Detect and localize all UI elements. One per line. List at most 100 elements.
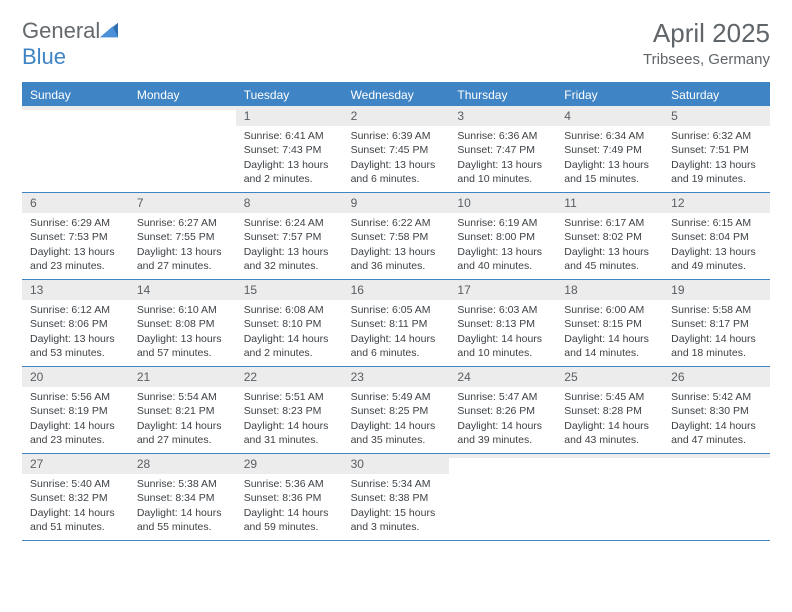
day-number: 22 xyxy=(236,367,343,387)
day-cell: 26Sunrise: 5:42 AMSunset: 8:30 PMDayligh… xyxy=(663,367,770,453)
day-body: Sunrise: 6:00 AMSunset: 8:15 PMDaylight:… xyxy=(556,300,663,365)
week-row: 27Sunrise: 5:40 AMSunset: 8:32 PMDayligh… xyxy=(22,454,770,541)
week-row: 13Sunrise: 6:12 AMSunset: 8:06 PMDayligh… xyxy=(22,280,770,367)
sunrise-text: Sunrise: 6:15 AM xyxy=(671,216,762,230)
day-number: 14 xyxy=(129,280,236,300)
day-cell xyxy=(663,454,770,540)
sunset-text: Sunset: 7:43 PM xyxy=(244,143,335,157)
day-body: Sunrise: 6:41 AMSunset: 7:43 PMDaylight:… xyxy=(236,126,343,191)
day-cell: 6Sunrise: 6:29 AMSunset: 7:53 PMDaylight… xyxy=(22,193,129,279)
day-number: 4 xyxy=(556,106,663,126)
header: General Blue April 2025 Tribsees, German… xyxy=(22,18,770,70)
day-cell: 7Sunrise: 6:27 AMSunset: 7:55 PMDaylight… xyxy=(129,193,236,279)
sunset-text: Sunset: 8:34 PM xyxy=(137,491,228,505)
daylight-text: Daylight: 14 hours and 31 minutes. xyxy=(244,419,335,447)
sunrise-text: Sunrise: 6:17 AM xyxy=(564,216,655,230)
sunrise-text: Sunrise: 5:54 AM xyxy=(137,390,228,404)
day-body: Sunrise: 6:32 AMSunset: 7:51 PMDaylight:… xyxy=(663,126,770,191)
day-number: 5 xyxy=(663,106,770,126)
day-body: Sunrise: 5:36 AMSunset: 8:36 PMDaylight:… xyxy=(236,474,343,539)
day-number: 2 xyxy=(343,106,450,126)
day-body: Sunrise: 6:27 AMSunset: 7:55 PMDaylight:… xyxy=(129,213,236,278)
sunrise-text: Sunrise: 6:05 AM xyxy=(351,303,442,317)
day-body: Sunrise: 6:05 AMSunset: 8:11 PMDaylight:… xyxy=(343,300,450,365)
daylight-text: Daylight: 13 hours and 45 minutes. xyxy=(564,245,655,273)
day-number: 20 xyxy=(22,367,129,387)
day-number: 3 xyxy=(449,106,556,126)
daylight-text: Daylight: 13 hours and 19 minutes. xyxy=(671,158,762,186)
day-body: Sunrise: 5:42 AMSunset: 8:30 PMDaylight:… xyxy=(663,387,770,452)
day-cell: 13Sunrise: 6:12 AMSunset: 8:06 PMDayligh… xyxy=(22,280,129,366)
sunrise-text: Sunrise: 5:36 AM xyxy=(244,477,335,491)
sunset-text: Sunset: 8:25 PM xyxy=(351,404,442,418)
day-body: Sunrise: 5:56 AMSunset: 8:19 PMDaylight:… xyxy=(22,387,129,452)
day-cell xyxy=(556,454,663,540)
sunset-text: Sunset: 8:06 PM xyxy=(30,317,121,331)
brand-part2: Blue xyxy=(22,44,66,69)
logo-triangle-icon xyxy=(100,22,118,38)
daylight-text: Daylight: 13 hours and 2 minutes. xyxy=(244,158,335,186)
day-number: 13 xyxy=(22,280,129,300)
day-cell: 22Sunrise: 5:51 AMSunset: 8:23 PMDayligh… xyxy=(236,367,343,453)
week-row: 20Sunrise: 5:56 AMSunset: 8:19 PMDayligh… xyxy=(22,367,770,454)
sunset-text: Sunset: 7:57 PM xyxy=(244,230,335,244)
sunset-text: Sunset: 8:13 PM xyxy=(457,317,548,331)
sunrise-text: Sunrise: 5:34 AM xyxy=(351,477,442,491)
daylight-text: Daylight: 14 hours and 39 minutes. xyxy=(457,419,548,447)
day-number: 24 xyxy=(449,367,556,387)
day-cell: 2Sunrise: 6:39 AMSunset: 7:45 PMDaylight… xyxy=(343,106,450,192)
sunset-text: Sunset: 8:10 PM xyxy=(244,317,335,331)
day-body: Sunrise: 6:22 AMSunset: 7:58 PMDaylight:… xyxy=(343,213,450,278)
sunrise-text: Sunrise: 6:19 AM xyxy=(457,216,548,230)
day-body xyxy=(449,458,556,518)
sunrise-text: Sunrise: 5:45 AM xyxy=(564,390,655,404)
dayname-row: Sunday Monday Tuesday Wednesday Thursday… xyxy=(22,84,770,106)
day-number: 10 xyxy=(449,193,556,213)
sunset-text: Sunset: 8:11 PM xyxy=(351,317,442,331)
dayname-sunday: Sunday xyxy=(22,84,129,106)
day-body: Sunrise: 6:15 AMSunset: 8:04 PMDaylight:… xyxy=(663,213,770,278)
daylight-text: Daylight: 14 hours and 51 minutes. xyxy=(30,506,121,534)
day-body: Sunrise: 5:45 AMSunset: 8:28 PMDaylight:… xyxy=(556,387,663,452)
day-cell: 4Sunrise: 6:34 AMSunset: 7:49 PMDaylight… xyxy=(556,106,663,192)
sunset-text: Sunset: 8:23 PM xyxy=(244,404,335,418)
daylight-text: Daylight: 14 hours and 43 minutes. xyxy=(564,419,655,447)
daylight-text: Daylight: 14 hours and 2 minutes. xyxy=(244,332,335,360)
sunset-text: Sunset: 8:00 PM xyxy=(457,230,548,244)
daylight-text: Daylight: 14 hours and 35 minutes. xyxy=(351,419,442,447)
day-number: 1 xyxy=(236,106,343,126)
day-body: Sunrise: 6:39 AMSunset: 7:45 PMDaylight:… xyxy=(343,126,450,191)
brand-text: General Blue xyxy=(22,18,118,70)
sunset-text: Sunset: 8:30 PM xyxy=(671,404,762,418)
sunrise-text: Sunrise: 5:58 AM xyxy=(671,303,762,317)
sunrise-text: Sunrise: 5:38 AM xyxy=(137,477,228,491)
day-cell: 17Sunrise: 6:03 AMSunset: 8:13 PMDayligh… xyxy=(449,280,556,366)
sunset-text: Sunset: 8:36 PM xyxy=(244,491,335,505)
weeks-container: 1Sunrise: 6:41 AMSunset: 7:43 PMDaylight… xyxy=(22,106,770,541)
daylight-text: Daylight: 13 hours and 10 minutes. xyxy=(457,158,548,186)
sunrise-text: Sunrise: 6:34 AM xyxy=(564,129,655,143)
daylight-text: Daylight: 14 hours and 27 minutes. xyxy=(137,419,228,447)
day-body: Sunrise: 6:17 AMSunset: 8:02 PMDaylight:… xyxy=(556,213,663,278)
sunrise-text: Sunrise: 6:39 AM xyxy=(351,129,442,143)
sunset-text: Sunset: 8:02 PM xyxy=(564,230,655,244)
day-number: 15 xyxy=(236,280,343,300)
sunset-text: Sunset: 8:32 PM xyxy=(30,491,121,505)
day-body: Sunrise: 6:08 AMSunset: 8:10 PMDaylight:… xyxy=(236,300,343,365)
day-number: 16 xyxy=(343,280,450,300)
sunset-text: Sunset: 8:21 PM xyxy=(137,404,228,418)
day-number: 27 xyxy=(22,454,129,474)
day-cell: 30Sunrise: 5:34 AMSunset: 8:38 PMDayligh… xyxy=(343,454,450,540)
day-body: Sunrise: 6:19 AMSunset: 8:00 PMDaylight:… xyxy=(449,213,556,278)
day-number: 11 xyxy=(556,193,663,213)
dayname-monday: Monday xyxy=(129,84,236,106)
day-cell xyxy=(129,106,236,192)
sunset-text: Sunset: 8:08 PM xyxy=(137,317,228,331)
day-cell: 5Sunrise: 6:32 AMSunset: 7:51 PMDaylight… xyxy=(663,106,770,192)
day-cell: 27Sunrise: 5:40 AMSunset: 8:32 PMDayligh… xyxy=(22,454,129,540)
daylight-text: Daylight: 14 hours and 47 minutes. xyxy=(671,419,762,447)
sunset-text: Sunset: 7:45 PM xyxy=(351,143,442,157)
daylight-text: Daylight: 13 hours and 57 minutes. xyxy=(137,332,228,360)
day-cell xyxy=(449,454,556,540)
day-cell: 1Sunrise: 6:41 AMSunset: 7:43 PMDaylight… xyxy=(236,106,343,192)
